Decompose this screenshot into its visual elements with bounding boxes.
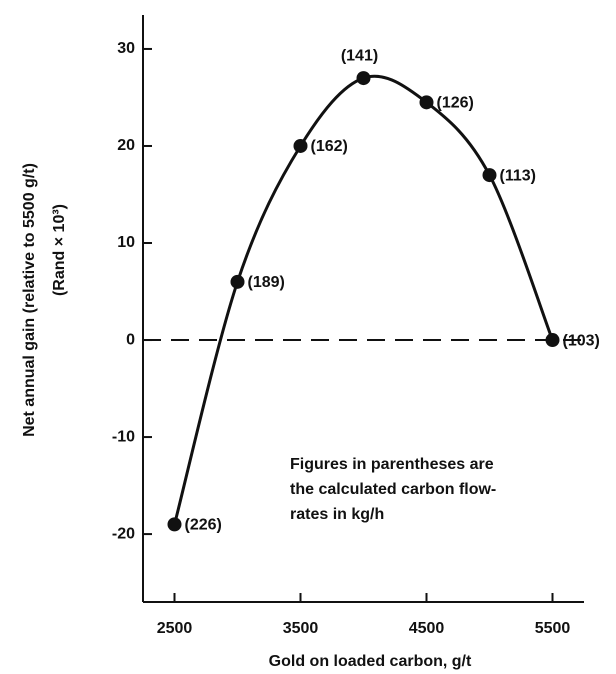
point: [230, 274, 245, 289]
point: [167, 517, 182, 532]
point-label: (126): [437, 95, 474, 112]
y-tick-label: 30: [117, 40, 135, 57]
x-tick-label: 4500: [409, 620, 445, 637]
point-label: (162): [311, 138, 348, 155]
y-tick-label: 20: [117, 137, 135, 154]
annotation: the calculated carbon flow-: [290, 481, 496, 498]
annotation: rates in kg/h: [290, 506, 384, 523]
point: [482, 168, 497, 183]
point-label: (226): [185, 517, 222, 534]
point-label: (103): [563, 332, 600, 349]
point-label: (141): [341, 47, 378, 64]
curve: [173, 74, 554, 525]
point-label: (113): [500, 167, 536, 184]
point-label: (189): [248, 274, 285, 291]
y-axis-label: Net annual gain (relative to 5500 g/t): [21, 163, 38, 437]
point: [419, 95, 434, 110]
y-tick-label: 10: [117, 234, 135, 251]
y-tick-label: 0: [126, 331, 135, 348]
point: [293, 138, 308, 153]
y-axis-label: (Rand × 10³): [51, 204, 68, 296]
point: [356, 71, 371, 86]
annotation: Figures in parentheses are: [290, 456, 494, 473]
point: [545, 333, 560, 348]
x-tick-label: 5500: [535, 620, 571, 637]
x-axis-label: Gold on loaded carbon, g/t: [269, 653, 472, 670]
x-tick-label: 2500: [157, 620, 193, 637]
y-tick-label: -20: [112, 525, 135, 542]
y-tick-label: -10: [112, 428, 135, 445]
x-tick-label: 3500: [283, 620, 319, 637]
